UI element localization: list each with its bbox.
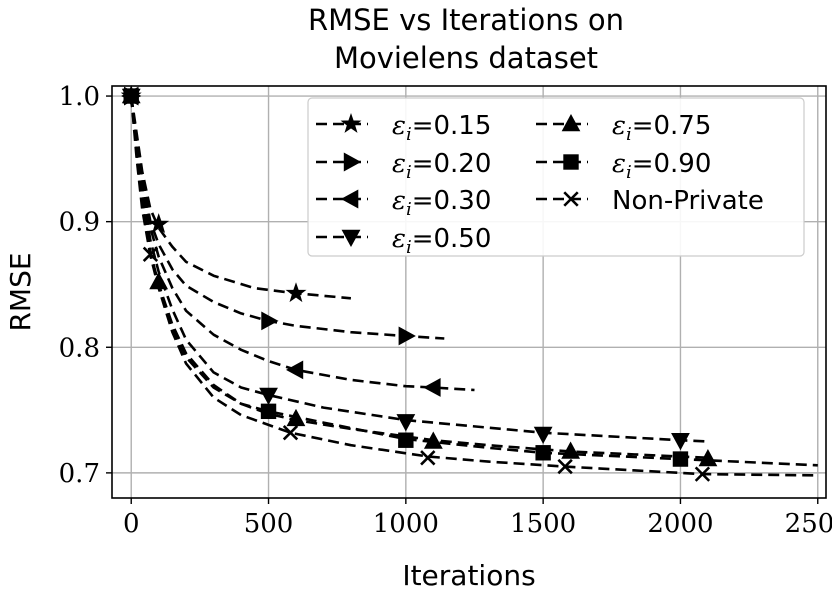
series-curves	[129, 95, 818, 477]
data-point-non-private	[282, 425, 299, 441]
x-axis-label: Iterations	[402, 559, 535, 592]
legend-value: =0.50	[412, 224, 492, 254]
data-point-non-private	[694, 466, 711, 482]
legend-label-0-30: εi=0.30	[392, 186, 491, 220]
series-line-non-private	[129, 95, 818, 477]
x-tick-label: 500	[244, 509, 294, 539]
y-axis-label: RMSE	[4, 252, 37, 331]
data-point-0-50	[533, 426, 553, 444]
legend-label-0-90: εi=0.90	[612, 149, 711, 183]
legend-value: =0.90	[632, 149, 712, 179]
series-line-0-30	[129, 95, 475, 392]
x-tick-label: 1000	[373, 509, 439, 539]
legend-label-0-75: εi=0.75	[612, 111, 711, 145]
y-tick-label: 0.9	[59, 208, 100, 238]
data-point-0-50	[671, 433, 690, 451]
data-point-0-90	[398, 432, 414, 448]
legend-value: =0.30	[412, 186, 492, 216]
legend-epsilon-symbol: ε	[392, 186, 406, 216]
data-point-0-15	[285, 282, 307, 303]
legend-epsilon-subscript: i	[626, 124, 632, 145]
data-point-non-private	[557, 458, 573, 475]
series-line-0-15	[129, 95, 352, 300]
legend-label-0-15: εi=0.15	[392, 111, 491, 145]
legend-box	[307, 97, 805, 257]
data-point-0-15	[148, 213, 170, 234]
series-markers	[120, 85, 718, 482]
series-line-0-90	[129, 95, 818, 467]
legend-epsilon-symbol: ε	[392, 149, 406, 179]
data-point-non-private	[420, 450, 436, 466]
chart-title-line2: Movielens dataset	[334, 41, 598, 75]
legend-epsilon-subscript: i	[406, 199, 412, 220]
legend-value: =0.15	[412, 111, 492, 141]
chart-title: RMSE vs Iterations on	[308, 3, 624, 37]
data-point-0-75	[423, 431, 443, 449]
legend-marker-non-private	[563, 191, 579, 207]
legend-marker-0-50	[341, 229, 361, 248]
legend-marker-0-90	[563, 154, 579, 170]
data-point-non-private	[123, 88, 139, 104]
legend-items: εi=0.15εi=0.20εi=0.30εi=0.50εi=0.75εi=0.…	[316, 111, 764, 258]
legend-epsilon-subscript: i	[626, 162, 632, 183]
legend-marker-0-30	[340, 189, 359, 209]
legend-label-0-50: εi=0.50	[392, 224, 491, 258]
data-point-0-50	[396, 414, 416, 432]
legend-marker-0-75	[561, 113, 581, 132]
legend-epsilon-subscript: i	[406, 162, 412, 183]
data-point-0-75	[561, 441, 581, 459]
y-tick-label: 0.7	[59, 459, 100, 489]
legend-epsilon-symbol: ε	[612, 111, 626, 141]
data-point-0-75	[149, 271, 169, 290]
legend-epsilon-symbol: ε	[392, 224, 406, 254]
legend: εi=0.15εi=0.20εi=0.30εi=0.50εi=0.75εi=0.…	[307, 97, 805, 258]
series-line-0-50	[129, 95, 708, 443]
legend-label-0-20: εi=0.20	[392, 149, 491, 183]
legend-label-non-private: Non-Private	[612, 186, 764, 216]
data-point-0-90	[672, 451, 689, 467]
legend-value: =0.75	[632, 111, 712, 141]
x-tick-label: 1500	[510, 509, 576, 539]
data-point-0-90	[260, 403, 277, 420]
y-tick-label: 1.0	[59, 82, 100, 112]
data-point-0-50	[259, 387, 278, 406]
data-point-0-20	[261, 311, 279, 331]
data-point-0-20	[398, 326, 416, 346]
data-point-0-30	[423, 378, 441, 397]
x-tick-label: 0	[123, 509, 140, 539]
data-point-0-30	[285, 360, 304, 380]
y-tick-label: 0.8	[59, 333, 100, 363]
data-point-0-75	[698, 449, 718, 467]
legend-marker-0-15	[340, 112, 362, 133]
legend-value: =0.20	[412, 149, 492, 179]
legend-epsilon-symbol: ε	[612, 149, 626, 179]
legend-epsilon-symbol: ε	[392, 111, 406, 141]
legend-marker-0-20	[343, 152, 362, 172]
legend-epsilon-subscript: i	[406, 237, 412, 258]
data-point-non-private	[142, 246, 159, 262]
plot-frame	[111, 85, 827, 499]
data-point-0-90	[535, 445, 551, 461]
legend-epsilon-subscript: i	[406, 124, 412, 145]
x-tick-label: 2000	[647, 509, 713, 539]
